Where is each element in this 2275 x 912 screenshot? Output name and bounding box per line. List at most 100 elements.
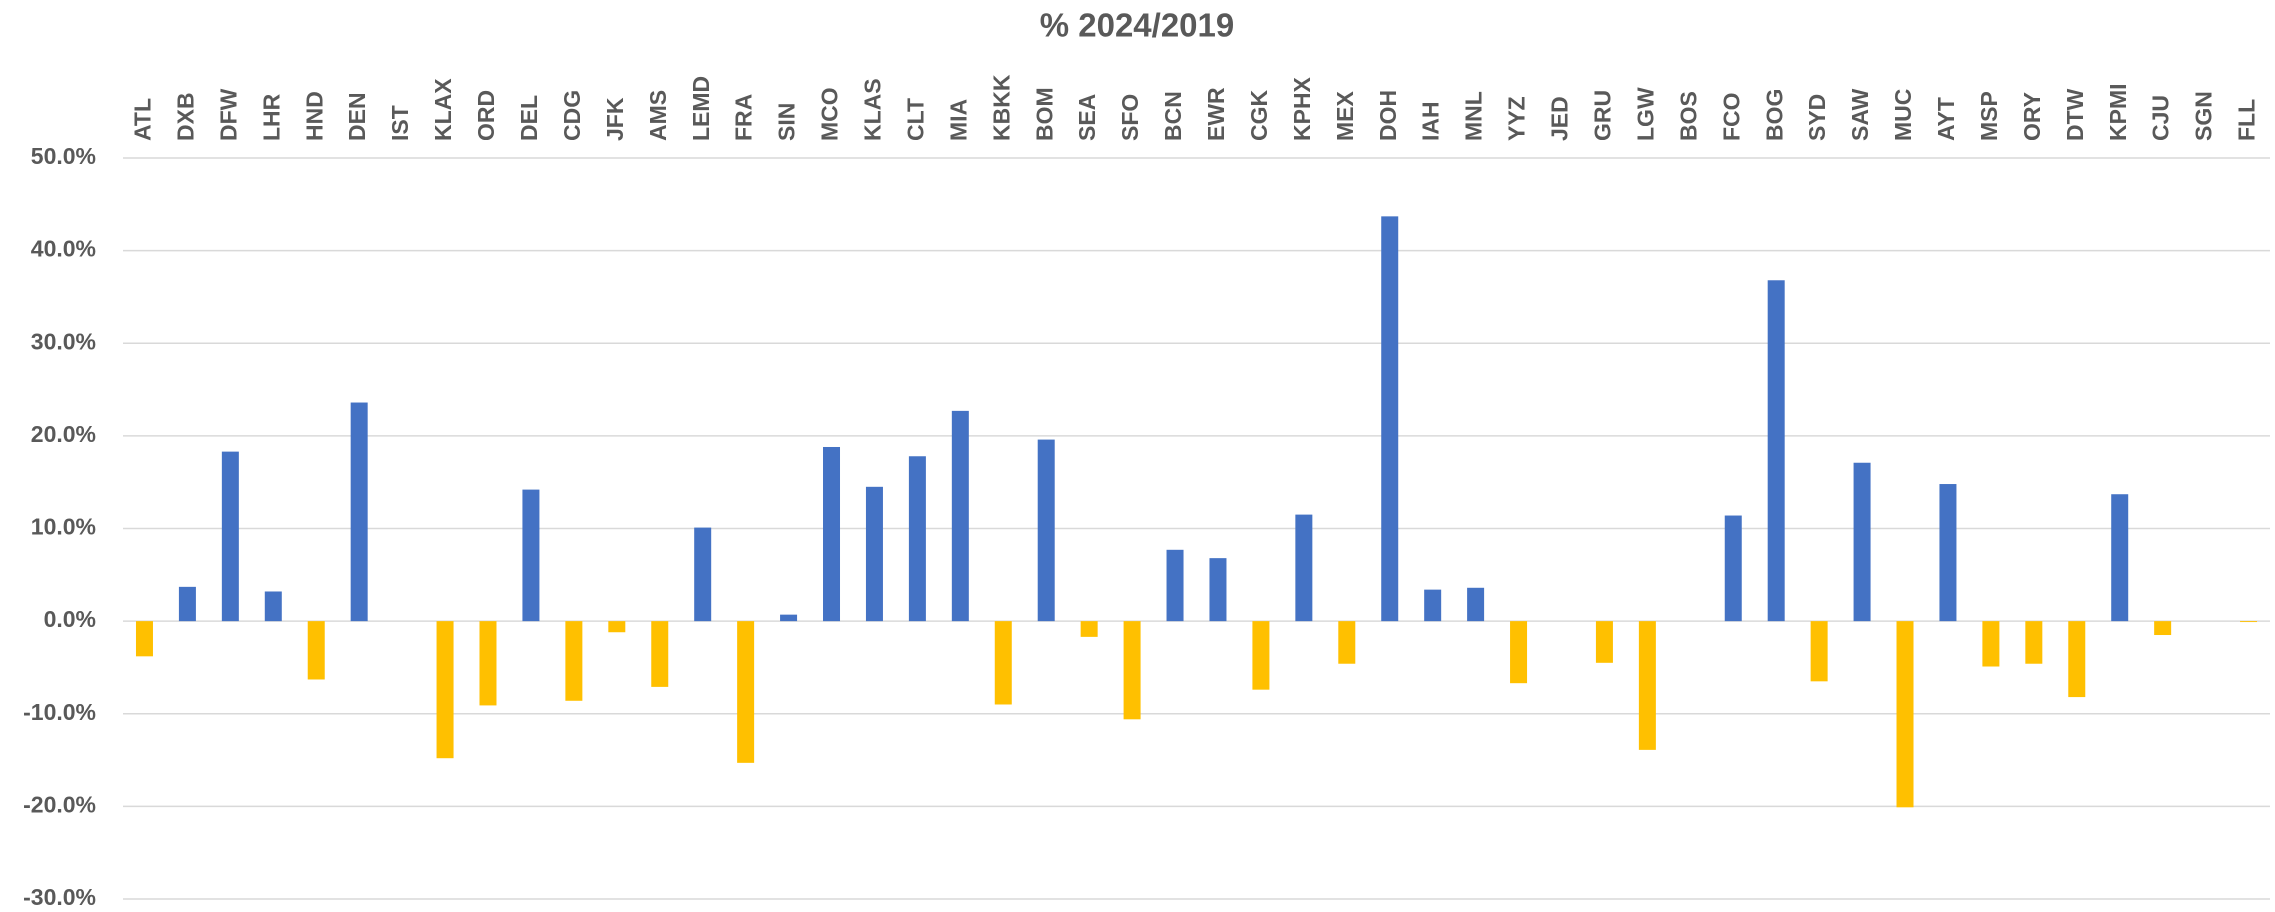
bar <box>908 456 926 622</box>
bar <box>1381 216 1399 622</box>
x-tick-label: MIA <box>945 99 971 141</box>
x-tick-label: BCN <box>1160 91 1186 141</box>
bar <box>1595 621 1613 663</box>
x-tick-label: CJU <box>2148 95 2174 141</box>
x-tick-label: CLT <box>902 98 928 141</box>
x-tick-label: SIN <box>774 103 800 141</box>
bar <box>2068 621 2086 698</box>
bar <box>2240 621 2258 623</box>
x-tick-label: CDG <box>559 90 585 141</box>
x-tick-label: HND <box>301 91 327 141</box>
bar <box>1853 462 1871 622</box>
x-tick-label: SAW <box>1847 88 1873 141</box>
x-tick-label: LHR <box>258 93 284 141</box>
bar <box>221 451 239 622</box>
y-tick-label: 30.0% <box>31 328 96 354</box>
bar <box>737 621 755 763</box>
bar <box>1209 558 1227 622</box>
bar <box>307 621 325 680</box>
x-tick-label: MSP <box>1976 91 2002 141</box>
y-tick-label: 0.0% <box>44 606 96 632</box>
x-tick-label: FCO <box>1718 92 1744 141</box>
x-tick-label: JED <box>1547 96 1573 141</box>
x-tick-label: KPHX <box>1289 76 1315 141</box>
bar <box>264 591 282 622</box>
x-tick-label: MNL <box>1461 91 1487 141</box>
x-tick-label: DXB <box>172 92 198 141</box>
x-tick-label: MUC <box>1890 89 1916 141</box>
bar <box>1037 439 1055 622</box>
x-tick-label: MEX <box>1332 91 1358 142</box>
bar <box>1767 280 1785 622</box>
x-tick-label: LGW <box>1632 87 1658 141</box>
y-tick-label: 10.0% <box>31 514 96 540</box>
x-tick-label: ATL <box>130 98 156 141</box>
x-tick-label: DFW <box>215 88 241 141</box>
x-tick-label: AMS <box>645 90 671 141</box>
x-tick-label: BOG <box>1761 89 1787 141</box>
x-tick-label: DTW <box>2062 88 2088 141</box>
x-tick-label: DEL <box>516 95 542 141</box>
x-tick-label: ORD <box>473 90 499 141</box>
x-tick-label: EWR <box>1203 87 1229 141</box>
x-tick-label: BOM <box>1031 87 1057 141</box>
bar <box>1982 621 2000 667</box>
x-tick-label: KPMI <box>2105 84 2131 142</box>
x-tick-label: FRA <box>731 94 757 141</box>
bar <box>479 621 497 706</box>
bar <box>2111 494 2129 622</box>
y-tick-label: 40.0% <box>31 236 96 262</box>
bar <box>1166 549 1184 622</box>
bar <box>565 621 583 701</box>
bar <box>780 614 798 622</box>
bar <box>1467 587 1485 622</box>
bar <box>823 446 841 622</box>
y-tick-label: 20.0% <box>31 421 96 447</box>
bar <box>1510 621 1528 684</box>
bar <box>951 410 969 622</box>
x-tick-label: SEA <box>1074 94 1100 141</box>
y-tick-label: 50.0% <box>31 143 96 169</box>
bar <box>994 621 1012 705</box>
bar <box>1896 621 1914 808</box>
y-tick-label: -10.0% <box>23 699 96 725</box>
bar <box>651 621 669 687</box>
bar <box>865 486 883 622</box>
x-tick-label: ORY <box>2019 92 2045 141</box>
x-tick-label: DOH <box>1375 90 1401 141</box>
y-tick-label: -30.0% <box>23 884 96 910</box>
x-tick-label: IAH <box>1418 101 1444 141</box>
bar <box>522 489 540 622</box>
bar <box>1810 621 1828 682</box>
bar <box>1295 514 1313 622</box>
x-tick-label: MCO <box>817 87 843 141</box>
x-tick-label: CGK <box>1246 90 1272 142</box>
bar <box>1638 621 1656 750</box>
bar <box>1123 621 1141 720</box>
x-tick-label: SFO <box>1117 94 1143 141</box>
x-tick-label: JFK <box>602 97 628 141</box>
x-tick-label: GRU <box>1590 90 1616 141</box>
bar <box>1939 484 1957 622</box>
x-tick-label: FLL <box>2234 99 2260 141</box>
bar <box>135 621 153 657</box>
x-tick-label: SGN <box>2191 91 2217 141</box>
bar <box>1724 515 1742 622</box>
bar <box>1424 589 1442 622</box>
bar <box>1338 621 1356 664</box>
bar <box>436 621 454 759</box>
x-tick-label: KLAX <box>430 78 456 141</box>
x-tick-label: IST <box>387 105 413 141</box>
bar <box>1080 621 1098 637</box>
x-tick-label: KLAS <box>860 78 886 141</box>
x-tick-label: KBKK <box>988 74 1014 141</box>
bar <box>2154 621 2172 636</box>
x-tick-label: YYZ <box>1504 96 1530 141</box>
bar <box>178 586 196 622</box>
y-tick-label: -20.0% <box>23 791 96 817</box>
x-tick-label: LEMD <box>688 76 714 141</box>
chart-title: % 2024/2019 <box>1040 7 1235 44</box>
x-tick-label: BOS <box>1675 91 1701 141</box>
